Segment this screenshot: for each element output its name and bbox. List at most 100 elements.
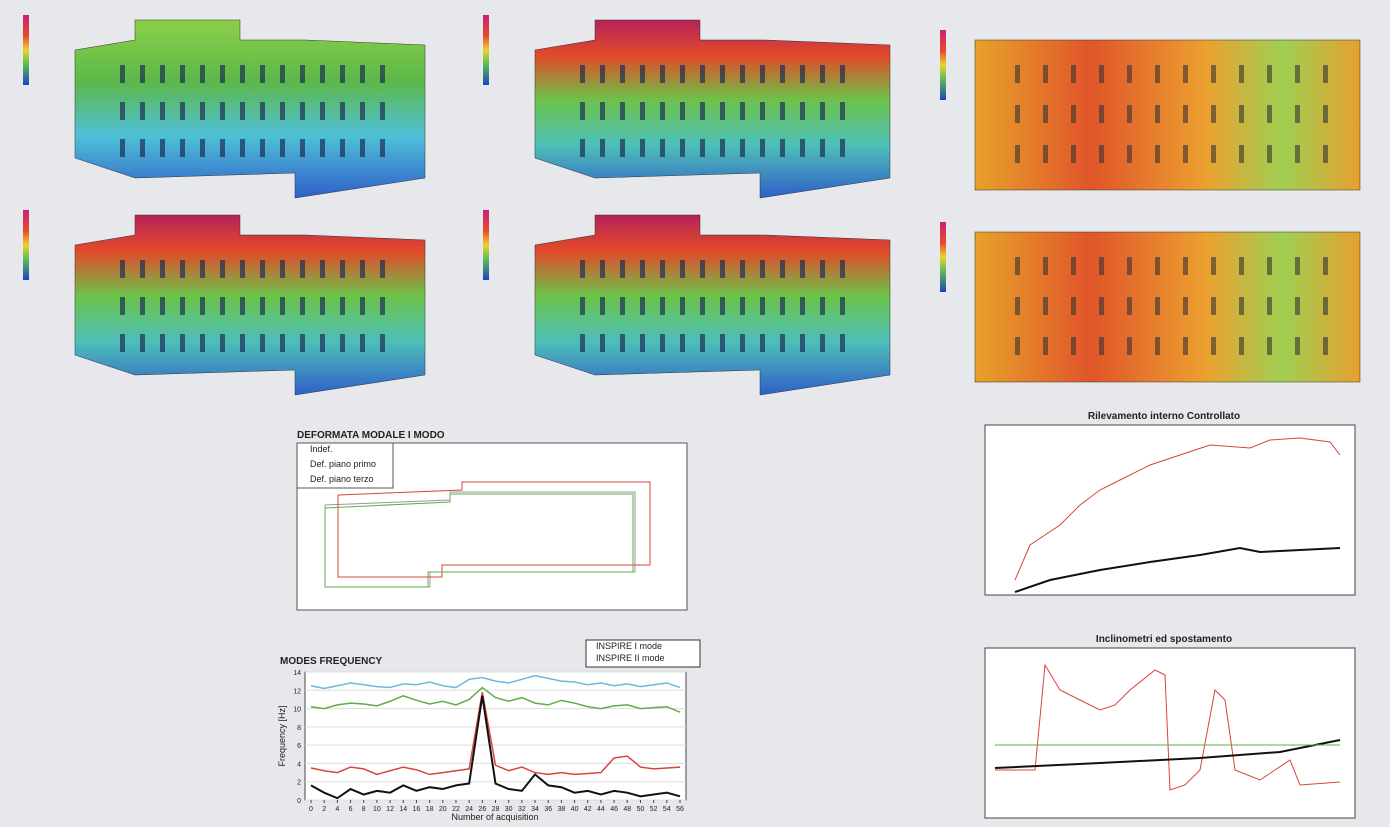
x-tick-label: 12: [386, 806, 394, 813]
window: [1155, 105, 1160, 123]
window: [240, 297, 245, 315]
x-axis-label: Number of acquisition: [451, 812, 538, 822]
window: [700, 102, 705, 120]
monitor-panels: Rilevamento interno Controllato Inclinom…: [985, 411, 1355, 818]
window: [740, 334, 745, 352]
window: [1267, 257, 1272, 275]
window: [280, 334, 285, 352]
window: [1043, 105, 1048, 123]
window: [780, 65, 785, 83]
window: [1015, 145, 1020, 163]
panel-title: Inclinometri ed spostamento: [1096, 634, 1232, 645]
window: [800, 102, 805, 120]
window: [380, 260, 385, 278]
window: [300, 102, 305, 120]
window: [640, 260, 645, 278]
x-tick-label: 32: [518, 806, 526, 813]
window: [300, 65, 305, 83]
window: [1071, 65, 1076, 83]
window: [640, 102, 645, 120]
window: [380, 334, 385, 352]
window: [1239, 337, 1244, 355]
window: [1099, 297, 1104, 315]
window: [1295, 337, 1300, 355]
window: [140, 65, 145, 83]
window: [140, 260, 145, 278]
window: [340, 334, 345, 352]
x-tick-label: 26: [478, 806, 486, 813]
window: [1267, 65, 1272, 83]
window: [1323, 145, 1328, 163]
x-tick-label: 10: [373, 806, 381, 813]
window: [340, 260, 345, 278]
window: [680, 297, 685, 315]
window: [620, 102, 625, 120]
building: [535, 20, 890, 198]
window: [200, 65, 205, 83]
window: [1295, 65, 1300, 83]
window: [1043, 65, 1048, 83]
window: [240, 65, 245, 83]
x-tick-label: 46: [610, 806, 618, 813]
window: [580, 334, 585, 352]
window: [720, 102, 725, 120]
window: [1211, 337, 1216, 355]
window: [1071, 337, 1076, 355]
window: [1267, 337, 1272, 355]
window: [1071, 297, 1076, 315]
window: [160, 334, 165, 352]
window: [1239, 297, 1244, 315]
window: [1323, 65, 1328, 83]
window: [360, 260, 365, 278]
window: [660, 139, 665, 157]
window: [840, 260, 845, 278]
window: [300, 297, 305, 315]
window: [320, 139, 325, 157]
window: [720, 297, 725, 315]
x-tick-label: 38: [557, 806, 565, 813]
window: [1099, 257, 1104, 275]
window: [180, 297, 185, 315]
window: [760, 139, 765, 157]
x-tick-label: 48: [623, 806, 631, 813]
window: [360, 102, 365, 120]
window: [320, 334, 325, 352]
window: [260, 65, 265, 83]
window: [740, 102, 745, 120]
window: [1071, 105, 1076, 123]
window: [1043, 257, 1048, 275]
window: [280, 65, 285, 83]
x-tick-label: 8: [362, 806, 366, 813]
window: [800, 297, 805, 315]
window: [840, 334, 845, 352]
window: [1155, 297, 1160, 315]
window: [780, 260, 785, 278]
x-tick-label: 16: [413, 806, 421, 813]
x-tick-label: 24: [465, 806, 473, 813]
window: [1323, 337, 1328, 355]
window: [1015, 337, 1020, 355]
window: [200, 102, 205, 120]
y-tick-label: 0: [297, 798, 301, 805]
window: [240, 139, 245, 157]
window: [820, 260, 825, 278]
window: [160, 260, 165, 278]
window: [380, 102, 385, 120]
window: [320, 297, 325, 315]
x-tick-label: 0: [309, 806, 313, 813]
window: [380, 65, 385, 83]
x-tick-label: 6: [349, 806, 353, 813]
building: [535, 215, 890, 395]
window: [1323, 105, 1328, 123]
window: [300, 260, 305, 278]
y-tick-label: 12: [293, 688, 301, 695]
window: [780, 139, 785, 157]
window: [800, 260, 805, 278]
window: [1183, 337, 1188, 355]
window: [820, 334, 825, 352]
window: [580, 65, 585, 83]
window: [1155, 257, 1160, 275]
window: [260, 297, 265, 315]
y-tick-label: 14: [293, 670, 301, 677]
window: [580, 139, 585, 157]
